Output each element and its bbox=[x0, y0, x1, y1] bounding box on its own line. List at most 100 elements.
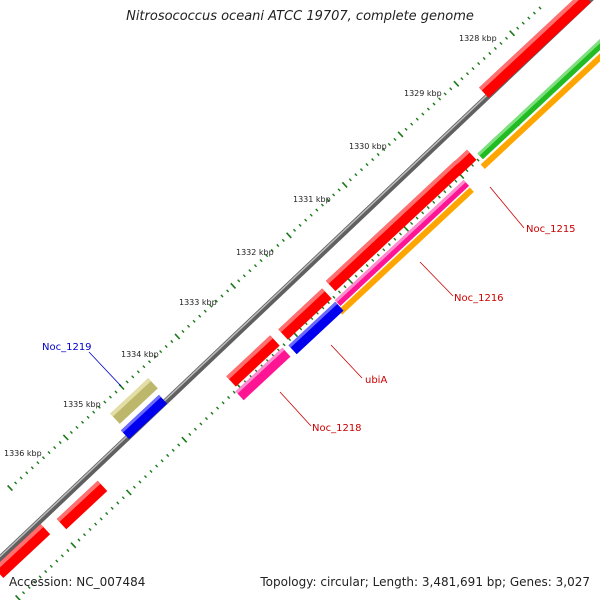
minor-tick bbox=[237, 279, 241, 283]
minor-tick bbox=[227, 395, 231, 400]
gene-feature-red[interactable] bbox=[278, 288, 332, 340]
minor-tick bbox=[66, 548, 70, 553]
minor-tick bbox=[186, 324, 191, 328]
minor-tick bbox=[160, 459, 164, 463]
gene-label-ubia[interactable]: ubiA bbox=[365, 375, 387, 386]
minor-tick bbox=[177, 443, 181, 447]
major-tick bbox=[70, 542, 77, 549]
minor-tick bbox=[504, 36, 509, 40]
minor-tick bbox=[199, 422, 203, 426]
gene-label-noc-1218[interactable]: Noc_1218 bbox=[312, 423, 362, 434]
minor-tick bbox=[86, 415, 90, 419]
minor-tick bbox=[454, 179, 458, 183]
minor-tick bbox=[226, 289, 230, 293]
minor-tick bbox=[382, 248, 386, 252]
minor-tick bbox=[426, 206, 430, 210]
gene-feature-green[interactable] bbox=[477, 30, 600, 160]
minor-tick bbox=[75, 425, 79, 429]
minor-tick bbox=[143, 475, 148, 479]
outer-tick-ring bbox=[7, 6, 542, 492]
gene-feature-pink[interactable] bbox=[235, 347, 291, 401]
minor-tick bbox=[265, 254, 269, 258]
minor-tick bbox=[398, 232, 403, 236]
gene-labels: Noc_1215 Noc_1216 ubiA Noc_1218 Noc_1219 bbox=[42, 224, 576, 434]
minor-tick bbox=[493, 46, 497, 50]
minor-tick bbox=[142, 365, 146, 369]
minor-tick bbox=[149, 469, 153, 473]
gene-feature-blue[interactable] bbox=[288, 301, 344, 355]
minor-tick bbox=[49, 564, 53, 568]
minor-tick bbox=[82, 533, 87, 537]
gene-feature-red[interactable] bbox=[325, 160, 465, 292]
minor-tick bbox=[41, 456, 46, 460]
minor-tick bbox=[309, 213, 313, 217]
minor-tick bbox=[110, 506, 114, 510]
gene-feature-pink[interactable] bbox=[334, 180, 470, 306]
minor-tick bbox=[387, 142, 391, 146]
gene-feature-blue[interactable] bbox=[120, 394, 168, 440]
minor-tick bbox=[465, 169, 469, 173]
minor-tick bbox=[204, 417, 209, 421]
minor-tick bbox=[248, 269, 252, 273]
minor-tick bbox=[60, 554, 64, 558]
gene-feature-red[interactable] bbox=[56, 480, 108, 530]
minor-tick bbox=[44, 570, 48, 574]
minor-tick bbox=[387, 242, 391, 247]
minor-tick bbox=[337, 188, 341, 192]
gene-label-noc-1219[interactable]: Noc_1219 bbox=[42, 342, 92, 353]
minor-tick bbox=[53, 446, 57, 450]
minor-tick bbox=[94, 522, 98, 526]
tick-label: 1331 kbp bbox=[293, 195, 331, 204]
minor-tick bbox=[276, 243, 280, 248]
minor-tick bbox=[193, 427, 197, 431]
minor-tick bbox=[116, 501, 120, 505]
genome-summary-text: Topology: circular; Length: 3,481,691 bp… bbox=[260, 575, 590, 589]
minor-tick bbox=[159, 350, 163, 354]
minor-tick bbox=[532, 11, 536, 15]
gene-feature-red[interactable] bbox=[226, 335, 280, 387]
minor-tick bbox=[103, 400, 107, 404]
minor-tick bbox=[259, 259, 263, 263]
minor-tick bbox=[36, 461, 40, 465]
tick-label: 1329 kbp bbox=[404, 89, 442, 98]
gene-feature-orange[interactable] bbox=[480, 39, 600, 169]
minor-tick bbox=[181, 329, 185, 333]
minor-tick bbox=[432, 102, 436, 106]
gene-feature-red[interactable] bbox=[0, 524, 51, 578]
minor-tick bbox=[437, 195, 441, 199]
minor-tick bbox=[376, 152, 380, 157]
gene-label-noc-1215[interactable]: Noc_1215 bbox=[526, 224, 576, 235]
minor-tick bbox=[360, 269, 364, 273]
minor-tick bbox=[337, 290, 342, 294]
minor-tick bbox=[25, 471, 29, 475]
gene-label-noc-1216[interactable]: Noc_1216 bbox=[454, 293, 504, 304]
gene-feature-orange[interactable] bbox=[338, 187, 474, 315]
minor-tick bbox=[527, 16, 531, 20]
minor-tick bbox=[304, 218, 308, 222]
minor-tick bbox=[488, 51, 492, 56]
minor-tick bbox=[426, 107, 430, 111]
minor-tick bbox=[410, 122, 414, 126]
minor-tick bbox=[132, 485, 136, 489]
minor-tick bbox=[188, 432, 192, 436]
minor-tick bbox=[288, 337, 292, 342]
minor-tick bbox=[153, 355, 157, 359]
gene-feature-khaki[interactable] bbox=[110, 378, 158, 424]
minor-tick bbox=[332, 295, 336, 299]
minor-tick bbox=[471, 67, 475, 71]
minor-tick bbox=[365, 264, 369, 268]
minor-tick bbox=[482, 56, 486, 61]
major-tick bbox=[125, 489, 132, 496]
minor-tick bbox=[220, 294, 224, 298]
minor-tick bbox=[409, 221, 414, 225]
minor-tick bbox=[332, 193, 336, 197]
minor-tick bbox=[210, 411, 214, 415]
major-tick bbox=[181, 436, 188, 443]
minor-tick bbox=[33, 580, 37, 584]
minor-tick bbox=[365, 163, 369, 167]
gene-feature-red[interactable] bbox=[479, 0, 591, 98]
minor-tick bbox=[215, 406, 220, 410]
minor-tick bbox=[443, 190, 447, 194]
